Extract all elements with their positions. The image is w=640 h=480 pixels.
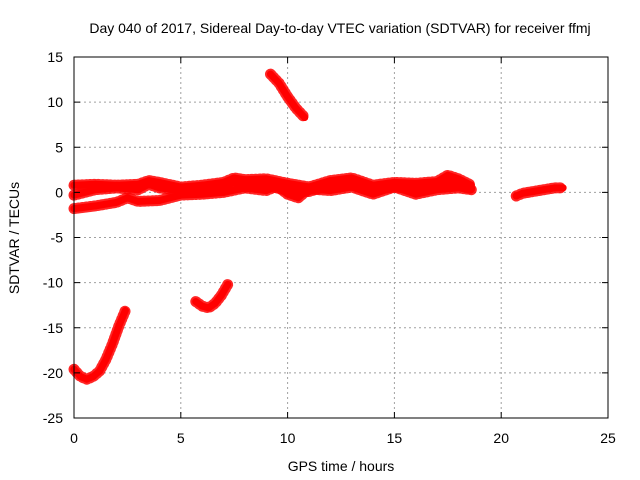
data-point <box>115 322 123 330</box>
data-point <box>96 367 104 375</box>
data-point <box>529 187 537 195</box>
data-point <box>89 372 97 380</box>
y-axis-title: SDTVAR / TECUs <box>6 182 22 294</box>
data-point <box>559 184 567 192</box>
data-point <box>348 183 356 191</box>
data-point <box>551 184 559 192</box>
grid <box>74 57 608 418</box>
y-tick-label: 5 <box>55 139 63 155</box>
x-tick-label: 20 <box>493 430 509 446</box>
x-tick-label: 10 <box>280 430 296 446</box>
data-point <box>145 180 153 188</box>
data-point <box>301 113 309 121</box>
data-point <box>121 307 129 315</box>
y-tick-label: 15 <box>47 49 63 65</box>
data-point <box>284 190 292 198</box>
data-point <box>390 183 398 191</box>
y-tick-label: -20 <box>43 365 63 381</box>
data-point <box>113 198 121 206</box>
data-point <box>275 79 283 87</box>
ticks <box>73 56 609 419</box>
data-point <box>76 372 84 380</box>
data-point <box>262 187 270 195</box>
data-point <box>177 191 185 199</box>
series-layer <box>68 68 569 385</box>
x-tick-label: 0 <box>70 430 78 446</box>
data-point <box>454 184 462 192</box>
y-tick-label: -15 <box>43 320 63 336</box>
y-tick-labels: 15 10 5 0 -5 -10 -15 -20 -25 <box>43 49 63 426</box>
data-point <box>155 184 163 192</box>
y-tick-label: -25 <box>43 410 63 426</box>
data-point <box>108 340 116 348</box>
chart-title: Day 040 of 2017, Sidereal Day-to-day VTE… <box>89 20 590 36</box>
data-point <box>220 188 228 196</box>
data-point <box>198 190 206 198</box>
x-tick-label: 15 <box>387 430 403 446</box>
data-point <box>224 280 232 288</box>
x-tick-labels: 0 5 10 15 20 25 <box>70 430 616 446</box>
data-point <box>91 202 99 210</box>
data-point <box>444 171 452 179</box>
data-point <box>305 185 313 193</box>
data-point <box>134 186 142 194</box>
data-point <box>512 192 520 200</box>
data-point <box>292 104 300 112</box>
data-point <box>326 187 334 195</box>
data-point <box>102 355 110 363</box>
data-point <box>369 190 377 198</box>
data-point <box>217 291 225 299</box>
data-point <box>519 189 527 197</box>
data-point <box>205 304 213 312</box>
data-point <box>113 184 121 192</box>
y-tick-label: -10 <box>43 275 63 291</box>
x-axis-title: GPS time / hours <box>288 458 395 474</box>
data-point <box>294 194 302 202</box>
data-point <box>192 298 200 306</box>
data-point <box>123 194 131 202</box>
data-point <box>412 190 420 198</box>
data-point <box>273 182 281 190</box>
y-tick-label: 0 <box>55 184 63 200</box>
data-point <box>91 186 99 194</box>
y-tick-label: -5 <box>51 230 64 246</box>
data-point <box>540 186 548 194</box>
data-point <box>211 299 219 307</box>
data-point <box>155 196 163 204</box>
data-point <box>467 186 475 194</box>
data-point <box>433 186 441 194</box>
data-point <box>284 93 292 101</box>
data-point <box>198 302 206 310</box>
data-point <box>230 178 238 186</box>
y-tick-label: 10 <box>47 94 63 110</box>
data-point <box>267 70 275 78</box>
x-tick-label: 25 <box>600 430 616 446</box>
data-point <box>241 184 249 192</box>
data-point <box>83 375 91 383</box>
x-tick-label: 5 <box>177 430 185 446</box>
data-point <box>134 197 142 205</box>
